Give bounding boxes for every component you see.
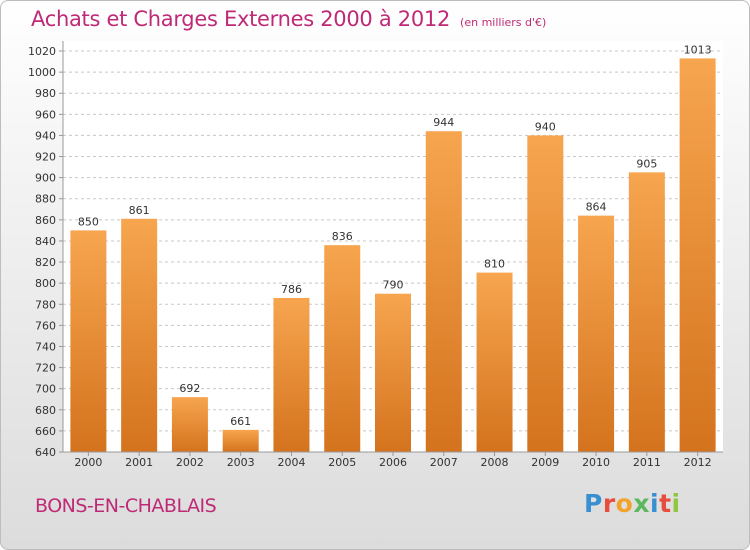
data-label: 905	[636, 157, 657, 170]
x-tick-label: 2000	[74, 456, 102, 469]
x-tick-label: 2007	[430, 456, 458, 469]
bar	[527, 135, 564, 452]
bar	[121, 218, 158, 452]
y-tick-label: 1020	[28, 45, 56, 58]
y-tick-label: 780	[35, 298, 56, 311]
x-tick-label: 2012	[684, 456, 712, 469]
y-tick-label: 940	[35, 129, 56, 142]
y-tick-label: 720	[35, 362, 56, 375]
y-tick-label: 740	[35, 340, 56, 353]
chart-title: Achats et Charges Externes 2000 à 2012	[31, 7, 451, 31]
bar	[324, 245, 361, 452]
title-row: Achats et Charges Externes 2000 à 2012 (e…	[31, 7, 546, 31]
x-tick-label: 2006	[379, 456, 407, 469]
y-tick-label: 640	[35, 446, 56, 459]
x-tick-label: 2003	[227, 456, 255, 469]
y-tick-label: 880	[35, 193, 56, 206]
data-label: 810	[484, 258, 505, 271]
bar	[679, 58, 716, 452]
data-label: 786	[281, 283, 302, 296]
bar	[70, 230, 107, 452]
proxiti-logo: Proxiti	[584, 489, 681, 518]
x-tick-label: 2001	[125, 456, 153, 469]
y-tick-label: 660	[35, 425, 56, 438]
bar	[273, 297, 310, 452]
x-tick-label: 2005	[328, 456, 356, 469]
data-label: 836	[332, 230, 353, 243]
x-tick-label: 2010	[582, 456, 610, 469]
data-label: 692	[179, 382, 200, 395]
y-tick-label: 840	[35, 235, 56, 248]
data-label: 864	[586, 201, 607, 214]
y-tick-label: 760	[35, 319, 56, 332]
x-tick-label: 2011	[633, 456, 661, 469]
x-tick-label: 2009	[531, 456, 559, 469]
y-tick-label: 860	[35, 214, 56, 227]
y-tick-label: 960	[35, 108, 56, 121]
data-label: 944	[433, 116, 454, 129]
y-tick-label: 1000	[28, 66, 56, 79]
y-tick-label: 900	[35, 172, 56, 185]
bar	[171, 397, 208, 452]
chart-subtitle: (en milliers d'€)	[460, 16, 547, 29]
bar	[628, 172, 665, 452]
bar	[222, 429, 259, 452]
data-label: 790	[383, 279, 404, 292]
place-name: BONS-EN-CHABLAIS	[35, 495, 217, 517]
y-tick-label: 920	[35, 151, 56, 164]
data-label: 850	[78, 215, 99, 228]
bar	[375, 293, 411, 452]
x-tick-label: 2004	[277, 456, 305, 469]
data-label: 661	[230, 415, 251, 428]
x-tick-label: 2002	[176, 456, 204, 469]
data-label: 940	[535, 120, 556, 133]
bar	[476, 272, 513, 452]
y-tick-label: 980	[35, 87, 56, 100]
bar	[425, 131, 462, 452]
x-tick-label: 2008	[481, 456, 509, 469]
y-tick-label: 680	[35, 404, 56, 417]
data-label: 1013	[684, 43, 712, 56]
y-tick-label: 820	[35, 256, 56, 269]
bar	[578, 215, 615, 452]
data-label: 861	[129, 204, 150, 217]
y-tick-label: 800	[35, 277, 56, 290]
y-tick-label: 700	[35, 383, 56, 396]
